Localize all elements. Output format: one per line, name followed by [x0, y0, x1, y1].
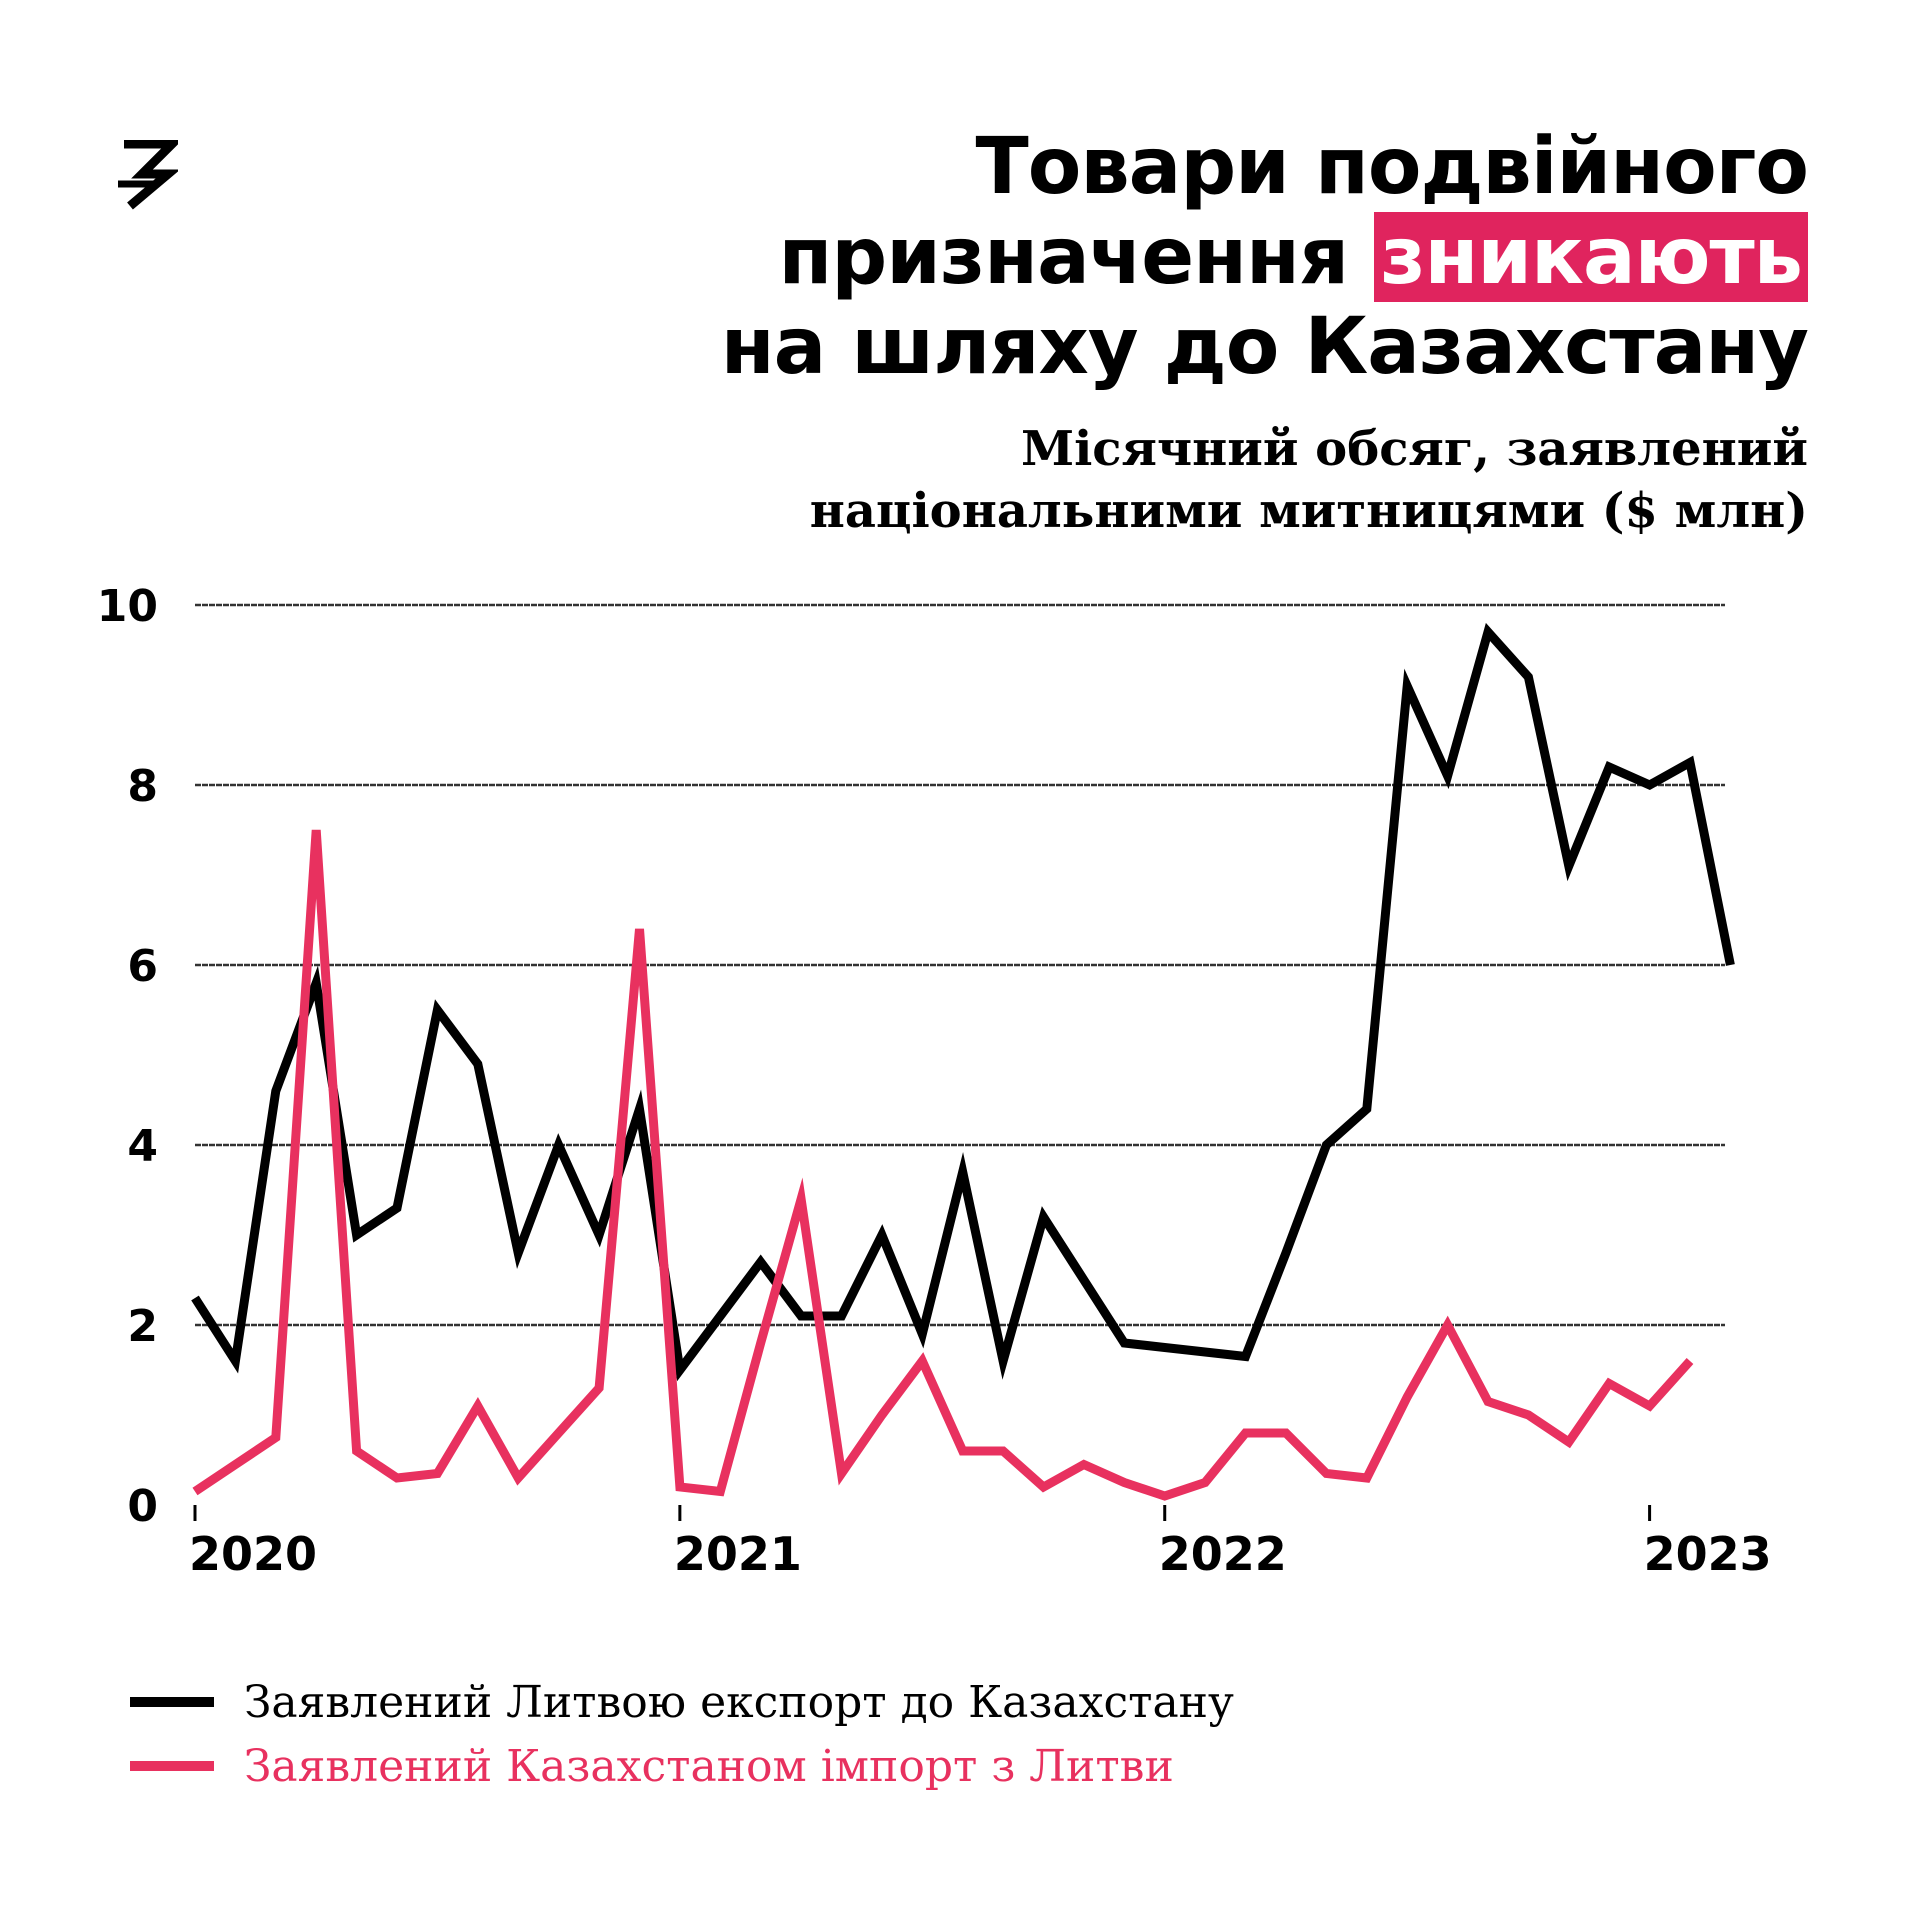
legend-swatch-black [130, 1697, 214, 1707]
title-highlight: зникають [1374, 212, 1808, 302]
title-line-2: призначення зникають [508, 212, 1808, 302]
x-tick-label-2020: 2020 [189, 1527, 317, 1581]
chart-subtitle: Місячний обсяг, заявлений національними … [508, 418, 1808, 542]
x-tick-label-2023: 2023 [1644, 1527, 1772, 1581]
subtitle-line-2: національними митницями ($ млн) [809, 483, 1808, 539]
subtitle-line-1: Місячний обсяг, заявлений [1020, 421, 1808, 477]
y-tick-label-2: 2 [127, 1301, 158, 1352]
line-chart: 0 2 4 6 8 10 2020 2021 2022 2023 [97, 581, 1772, 1581]
title-line-2-text: призначення [778, 212, 1375, 302]
y-tick-label-4: 4 [127, 1121, 158, 1172]
legend-item-pink: Заявлений Казахстаном імпорт з Литви [130, 1734, 1234, 1798]
chart-title: Товари подвійного призначення зникають н… [508, 122, 1809, 392]
y-tick-label-0: 0 [127, 1481, 158, 1532]
legend-item-black: Заявлений Литвою експорт до Казахстану [130, 1670, 1234, 1734]
legend: Заявлений Литвою експорт до Казахстану З… [130, 1670, 1234, 1798]
series-line-import [192, 829, 1694, 1501]
x-tick-label-2022: 2022 [1159, 1527, 1287, 1581]
title-line-1: Товари подвійного [975, 122, 1809, 212]
x-tick-label-2021: 2021 [674, 1527, 802, 1581]
series-line-export [191, 622, 1735, 1382]
legend-label-pink: Заявлений Казахстаном імпорт з Литви [244, 1740, 1174, 1792]
legend-label-black: Заявлений Литвою експорт до Казахстану [244, 1676, 1234, 1728]
y-tick-label-8: 8 [127, 761, 158, 812]
y-tick-label-6: 6 [127, 941, 158, 992]
legend-swatch-pink [130, 1761, 214, 1771]
z-logo-icon [118, 140, 178, 210]
y-tick-label-10: 10 [97, 581, 158, 632]
title-line-3: на шляху до Казахстану [720, 302, 1809, 392]
